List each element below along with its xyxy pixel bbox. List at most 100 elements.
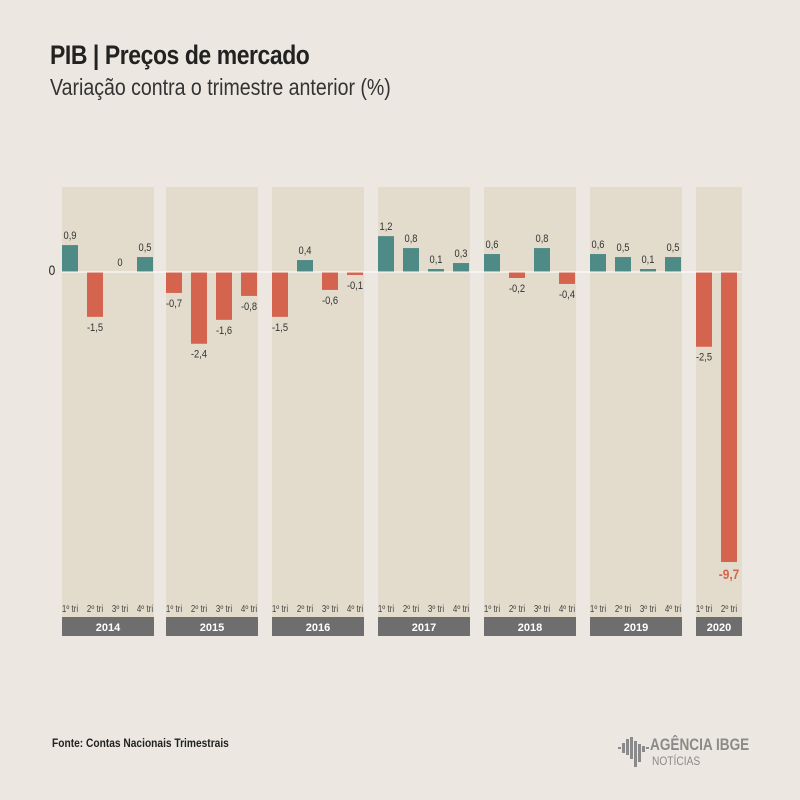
year-label-bar-2015 <box>166 617 258 636</box>
data-label: -0,2 <box>509 283 525 295</box>
data-label: 0,3 <box>455 248 468 260</box>
bar-2014-q1 <box>62 245 78 272</box>
logo-text-noticias: NOTÍCIAS <box>652 754 701 768</box>
year-label: 2019 <box>624 622 648 634</box>
data-label: 0,5 <box>617 242 630 254</box>
data-label: 0,1 <box>430 254 443 266</box>
quarter-label: 4º tri <box>137 603 153 614</box>
bar-2017-q1 <box>378 236 394 272</box>
data-label: -0,7 <box>166 298 182 310</box>
quarter-label: 3º tri <box>640 603 656 614</box>
chart-subtitle: Variação contra o trimestre anterior (%) <box>50 74 391 100</box>
year-label-bar-2020 <box>696 617 742 636</box>
quarter-label: 1º tri <box>272 603 288 614</box>
data-label: 0,5 <box>139 242 152 254</box>
bar-2018-q3 <box>534 248 550 272</box>
quarter-label: 4º tri <box>347 603 363 614</box>
bar-2015-q4 <box>241 272 257 296</box>
data-label: 0,8 <box>405 233 418 245</box>
data-label: 1,2 <box>380 221 393 233</box>
year-panel-2018 <box>484 187 576 617</box>
data-label: -1,6 <box>216 325 232 337</box>
quarter-label: 1º tri <box>166 603 182 614</box>
data-label: -2,5 <box>696 352 712 364</box>
quarter-label: 3º tri <box>216 603 232 614</box>
quarter-label: 1º tri <box>590 603 606 614</box>
data-label: 0,6 <box>592 239 605 251</box>
year-label: 2018 <box>518 622 542 634</box>
bar-2020-q1 <box>696 272 712 347</box>
data-label: 0 <box>117 257 122 269</box>
year-label: 2020 <box>707 622 731 634</box>
bar-2018-q1 <box>484 254 500 272</box>
bar-2019-q3 <box>640 269 656 272</box>
data-label: -2,4 <box>191 349 207 361</box>
data-label: -0,4 <box>559 289 575 301</box>
source-note: Fonte: Contas Nacionais Trimestrais <box>52 736 229 750</box>
quarter-label: 2º tri <box>191 603 207 614</box>
quarter-label: 4º tri <box>559 603 575 614</box>
data-label: 0,9 <box>64 230 77 242</box>
year-label-bar-2019 <box>590 617 682 636</box>
year-label: 2015 <box>200 622 224 634</box>
logo-text-agencia: AGÊNCIA IBGE <box>650 735 750 754</box>
year-label: 2014 <box>96 622 121 634</box>
quarter-label: 3º tri <box>112 603 128 614</box>
quarter-label: 1º tri <box>696 603 712 614</box>
data-label: 0,5 <box>667 242 680 254</box>
bar-2016-q3 <box>322 272 338 290</box>
bar-2016-q2 <box>297 260 313 272</box>
data-label: -0,6 <box>322 295 338 307</box>
bar-2017-q3 <box>428 269 444 272</box>
bar-2017-q4 <box>453 263 469 272</box>
chart-title: PIB | Preços de mercado <box>50 40 310 70</box>
bar-2018-q2 <box>509 272 525 278</box>
zero-label: 0 <box>48 262 56 278</box>
year-label: 2017 <box>412 622 436 634</box>
quarter-label: 4º tri <box>665 603 681 614</box>
quarter-label: 1º tri <box>378 603 394 614</box>
quarter-label: 3º tri <box>428 603 444 614</box>
quarter-label: 3º tri <box>322 603 338 614</box>
bar-2014-q4 <box>137 257 153 272</box>
quarter-label: 2º tri <box>509 603 525 614</box>
quarter-label: 4º tri <box>453 603 469 614</box>
bar-2017-q2 <box>403 248 419 272</box>
quarter-label: 4º tri <box>241 603 257 614</box>
bar-2015-q3 <box>216 272 232 320</box>
bar-2015-q1 <box>166 272 182 293</box>
year-label-bar-2014 <box>62 617 154 636</box>
year-label-bar-2017 <box>378 617 470 636</box>
bar-2019-q4 <box>665 257 681 272</box>
year-label: 2016 <box>306 622 330 634</box>
year-label-bar-2016 <box>272 617 364 636</box>
quarter-label: 2º tri <box>615 603 631 614</box>
bar-2016-q4 <box>347 272 363 275</box>
data-label: -1,5 <box>87 322 103 334</box>
bar-2019-q2 <box>615 257 631 272</box>
data-label: -0,1 <box>347 280 363 292</box>
bar-2020-q2 <box>721 272 737 563</box>
ibge-logo-icon <box>618 737 649 767</box>
bar-2015-q2 <box>191 272 207 344</box>
quarter-label: 2º tri <box>297 603 313 614</box>
quarter-label: 1º tri <box>62 603 78 614</box>
quarter-label: 2º tri <box>87 603 103 614</box>
bar-2014-q2 <box>87 272 103 317</box>
data-label: -0,8 <box>241 301 257 313</box>
data-label: 0,8 <box>536 233 549 245</box>
quarter-label: 2º tri <box>721 603 737 614</box>
data-label: -1,5 <box>272 322 288 334</box>
year-label-bar-2018 <box>484 617 576 636</box>
quarter-label: 2º tri <box>403 603 419 614</box>
bar-2016-q1 <box>272 272 288 317</box>
data-label: 0,4 <box>299 245 312 257</box>
quarter-label: 3º tri <box>534 603 550 614</box>
year-panel-2016 <box>272 187 364 617</box>
bar-2018-q4 <box>559 272 575 284</box>
data-label: -9,7 <box>719 566 739 582</box>
agencia-ibge-logo: AGÊNCIA IBGE NOTÍCIAS <box>618 735 749 774</box>
quarter-label: 1º tri <box>484 603 500 614</box>
